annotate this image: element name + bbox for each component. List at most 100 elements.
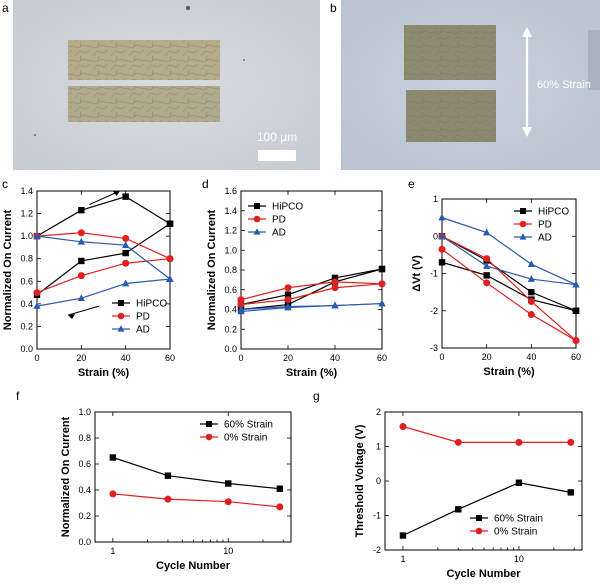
x-tick-label: 60: [571, 352, 581, 362]
data-point-60-strain: [399, 532, 407, 539]
legend-label-60-strain: 60% Strain: [494, 514, 543, 525]
y-tick-label: 1: [376, 442, 381, 452]
data-point-ad: [527, 275, 535, 282]
scale-bar: [258, 150, 296, 161]
plot-frame: [36, 190, 171, 350]
data-point-ad: [483, 228, 491, 236]
data-point-hipco: [378, 265, 386, 273]
y-tick-label: 0.2: [224, 324, 237, 334]
stretched-strip-lower-texture: [406, 90, 496, 142]
data-point-ad: [237, 307, 245, 315]
y-tick-label: 0.4: [78, 485, 91, 495]
series-line-hipco: [240, 268, 383, 306]
series-line-60-strain: [112, 456, 280, 490]
legend-label-60-strain: 60% Strain: [224, 420, 273, 431]
data-point-pd: [122, 234, 130, 242]
y-tick-label: -2: [430, 306, 438, 316]
data-point-ad: [483, 262, 491, 269]
x-tick-label: 0: [439, 352, 444, 362]
series-line-pd: [36, 258, 171, 294]
series-line-hipco: [240, 268, 383, 311]
legend-label-pd: PD: [272, 215, 286, 226]
x-tick-label: 0: [238, 353, 243, 363]
legend-marker-ad: [519, 233, 527, 240]
legend-marker-ad: [253, 228, 261, 235]
plot-frame: [240, 190, 383, 350]
series-line-pd: [36, 232, 171, 260]
stretched-strip-upper-texture: [404, 25, 496, 80]
data-point-60-strain: [567, 489, 574, 496]
y-tick-label: 0.6: [224, 285, 237, 295]
release-arrow: [67, 305, 100, 316]
series-line-0-strain: [112, 493, 280, 508]
data-point-ad: [438, 232, 446, 240]
debris-speck: [243, 59, 245, 61]
y-tick-label: 0.2: [78, 511, 91, 521]
legend-label-hipco: HiPCO: [272, 202, 303, 213]
series-line-pd: [240, 283, 383, 306]
data-point-ad: [284, 303, 292, 311]
y-tick-label: 1.4: [224, 206, 237, 216]
x-tick-label: 40: [526, 352, 536, 362]
series-line-ad: [36, 235, 171, 280]
series-line-pd: [441, 235, 577, 342]
data-point-ad: [166, 275, 174, 282]
debris-speck: [33, 133, 37, 137]
data-point-60-strain: [455, 506, 462, 513]
data-point-hipco: [78, 257, 85, 265]
chart-d: 0.0 0.2 0.4 0.6 0.8 1.0 1.2 1.4 1.6 0 20 40 60 Strain…: [206, 186, 387, 379]
y-tick-label: -3: [430, 343, 438, 353]
y-tick-label: 0: [376, 476, 381, 486]
data-point-pd: [378, 280, 386, 288]
data-point-pd: [33, 289, 41, 297]
y-axis-label: Threshold Voltage (V): [354, 424, 366, 537]
micrograph-a-background: [13, 0, 320, 170]
series-line-hipco: [441, 261, 577, 312]
panel-label-a: a: [2, 1, 9, 15]
series-line-pd: [240, 281, 383, 301]
data-point-hipco: [166, 220, 174, 227]
x-tick-label: 10: [514, 554, 524, 564]
data-point-pd: [527, 310, 535, 318]
film-strip-lower-texture: [68, 86, 220, 122]
y-tick-label: 0.8: [224, 265, 237, 275]
chart-f: 0.0 0.2 0.4 0.6 0.8 1.0 1 10 Cycle Number Normali…: [60, 407, 292, 572]
data-point-60-strain: [225, 480, 232, 487]
y-tick-label: 0.6: [20, 276, 33, 286]
legend-label-0-strain: 0% Strain: [494, 527, 537, 538]
legend-marker-hipco: [520, 208, 526, 214]
legend-marker-60-strain: [476, 515, 482, 521]
x-tick-label: 20: [283, 353, 293, 363]
x-axis-label: Strain (%): [286, 367, 338, 379]
legend-label-pd: PD: [136, 312, 150, 323]
data-point-ad: [77, 237, 85, 245]
legend-marker-pd: [117, 312, 125, 320]
data-point-0-strain: [454, 438, 462, 446]
series-line-hipco: [36, 195, 171, 237]
x-tick-label: 1: [110, 546, 115, 556]
series-line-60-strain: [402, 482, 571, 537]
series-line-0-strain: [402, 425, 571, 443]
x-tick-label: 60: [377, 353, 387, 363]
data-point-pd: [122, 259, 130, 267]
x-axis-label: Cycle Number: [447, 568, 522, 580]
y-tick-label: 0.0: [224, 344, 237, 354]
data-point-pd: [438, 245, 446, 253]
data-point-ad: [527, 260, 535, 267]
data-point-pd: [331, 284, 339, 292]
panel-label-f: f: [16, 389, 20, 403]
data-point-ad: [438, 213, 446, 221]
y-tick-label: 1: [433, 194, 438, 204]
data-point-pd: [483, 255, 491, 263]
strain-arrow: [522, 27, 532, 137]
y-tick-label: 1.4: [20, 186, 33, 196]
data-point-pd: [284, 296, 292, 304]
y-tick-label: 0.2: [20, 321, 33, 331]
y-tick-label: 0.4: [20, 299, 33, 309]
data-point-0-strain: [224, 498, 232, 506]
panel-label-d: d: [202, 177, 209, 191]
data-point-hipco: [78, 206, 85, 214]
legend-marker-hipco: [118, 300, 124, 306]
y-tick-label: -1: [430, 269, 438, 279]
panel-label-e: e: [408, 177, 415, 191]
